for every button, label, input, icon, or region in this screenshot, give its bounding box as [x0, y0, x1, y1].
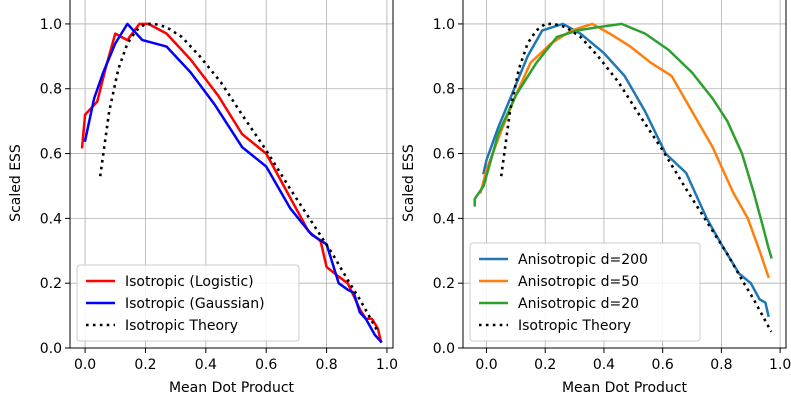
- series-line-2: [83, 22, 383, 344]
- y-tick-label: 0.0: [433, 341, 455, 357]
- x-tick-label: 1.0: [376, 357, 398, 373]
- y-tick-label: 1.0: [433, 17, 455, 33]
- axes-frame: [462, 0, 787, 349]
- series-line-3: [98, 22, 380, 333]
- legend-box: [76, 264, 300, 342]
- y-tick-label: 0.6: [40, 147, 62, 163]
- x-tick-label: 0.0: [475, 357, 497, 373]
- x-tick-label: 1.0: [769, 357, 791, 373]
- x-tick-label: 0.4: [593, 357, 615, 373]
- legend-label-3: Isotropic Theory: [125, 318, 238, 334]
- y-tick-label: 1.0: [40, 17, 62, 33]
- legend-label-1: Anisotropic d=200: [518, 252, 648, 268]
- legend: Anisotropic d=200 Anisotropic d=50 Anisotr…: [469, 242, 701, 342]
- y-tick-label: 0.4: [40, 211, 62, 227]
- y-tick-label: 0.0: [40, 341, 62, 357]
- x-tick-label: 0.6: [255, 357, 277, 373]
- x-axis-label: Mean Dot Product: [169, 380, 295, 396]
- x-tick-label: 0.8: [710, 357, 732, 373]
- x-tick-label: 0.2: [534, 357, 556, 373]
- legend-label-2: Isotropic (Gaussian): [125, 296, 265, 312]
- x-axis-label: Mean Dot Product: [562, 380, 688, 396]
- y-tick-label: 0.2: [433, 276, 455, 292]
- x-tick-label: 0.6: [652, 357, 674, 373]
- y-axis-label: Scaled ESS: [8, 144, 24, 222]
- series-group: [80, 22, 383, 344]
- legend: Isotropic (Logistic) Isotropic (Gaussian)…: [76, 264, 300, 342]
- y-tick-label: 0.2: [40, 276, 62, 292]
- x-tick-label: 0.2: [134, 357, 156, 373]
- x-tick-label: 0.8: [315, 357, 337, 373]
- series-group: [473, 22, 773, 333]
- axes-frame: [69, 0, 394, 349]
- y-tick-label: 0.6: [433, 147, 455, 163]
- x-tick-label: 0.0: [74, 357, 96, 373]
- y-axis-label: Scaled ESS: [401, 144, 417, 222]
- x-tick-label: 0.4: [195, 357, 217, 373]
- legend-label-4: Isotropic Theory: [518, 318, 631, 334]
- legend-box: [469, 242, 701, 342]
- chart-panel-2: 0.0 0.2 0.4 0.6 0.8 1.0 0.0 0.2 0.4 0.6 0.8 1.0 Mean…: [401, 0, 791, 396]
- legend-label-2: Anisotropic d=50: [518, 274, 639, 290]
- series-line-2: [479, 22, 770, 279]
- y-tick-label: 0.4: [433, 211, 455, 227]
- legend-label-1: Isotropic (Logistic): [125, 274, 254, 290]
- series-line-3: [473, 22, 773, 259]
- series-line-4: [499, 22, 773, 333]
- y-tick-label: 0.8: [40, 82, 62, 98]
- grid: [70, 0, 393, 349]
- y-tick-label: 0.8: [433, 82, 455, 98]
- chart-panel-1: 0.0 0.2 0.4 0.6 0.8 1.0 0.0 0.2 0.4 0.6 0.8 1.0 Mean…: [8, 0, 398, 396]
- legend-label-3: Anisotropic d=20: [518, 296, 639, 312]
